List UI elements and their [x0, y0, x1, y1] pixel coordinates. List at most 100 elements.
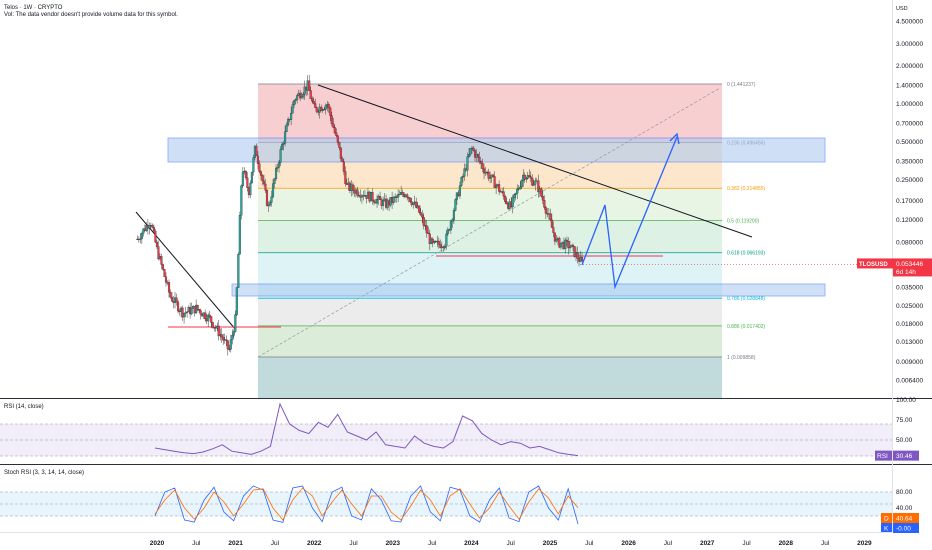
price-badge: [893, 258, 932, 277]
candle: [237, 254, 240, 288]
candle: [421, 214, 424, 218]
candle: [446, 229, 449, 235]
time-tick: Jul: [349, 540, 358, 547]
candle: [250, 171, 253, 184]
price-tick: 2.000000: [896, 63, 923, 70]
candle: [277, 162, 281, 168]
candle: [176, 301, 180, 312]
candle: [274, 167, 278, 179]
price-badge-countdown: 6d 14h: [896, 269, 916, 276]
candle: [489, 177, 492, 179]
candle: [157, 246, 160, 260]
candle: [311, 98, 314, 102]
support-zone: [231, 283, 826, 297]
fib-label: 0.618 (0.066193): [727, 251, 765, 257]
candle: [382, 200, 385, 206]
candle: [170, 296, 174, 302]
candle: [537, 180, 540, 193]
candle: [455, 192, 458, 200]
time-tick: 2026: [621, 540, 636, 547]
candle: [198, 309, 201, 311]
candle: [428, 233, 431, 244]
candle: [267, 204, 270, 206]
rsi-tick: 50.00: [896, 437, 913, 444]
price-tick: 0.250000: [896, 177, 923, 184]
candle: [330, 115, 333, 124]
candle: [517, 188, 520, 190]
candle: [276, 167, 279, 169]
price-tick: 0.350000: [896, 158, 923, 165]
candle: [320, 106, 323, 111]
candle: [235, 287, 238, 315]
fib-anchor-line: [257, 87, 721, 358]
fib-label: 0.382 (0.214855): [727, 186, 765, 192]
candle: [401, 192, 404, 195]
candle: [460, 177, 463, 186]
stoch-k-line: [154, 485, 579, 525]
rsi-title: RSI (14, close): [4, 404, 44, 410]
rsi-badge-value: 30.46: [896, 453, 913, 460]
candle: [466, 156, 469, 171]
resistance-zone: [167, 137, 826, 163]
candle: [262, 180, 266, 185]
stoch-d-line: [154, 487, 579, 521]
downtrend-line-2020: [135, 211, 237, 331]
candle: [204, 312, 207, 320]
candle: [148, 225, 151, 229]
fib-zone: [258, 220, 722, 253]
time-tick: Jul: [507, 540, 516, 547]
candle: [265, 190, 269, 206]
candle: [281, 144, 284, 150]
rsi-badge-label: RSI: [877, 453, 888, 460]
candle: [543, 200, 546, 208]
candle: [244, 170, 247, 178]
candle: [217, 325, 220, 337]
candle: [514, 192, 517, 195]
candle: [555, 239, 558, 242]
candle: [504, 196, 507, 202]
candle: [467, 154, 471, 157]
stoch-tick: 80.00: [896, 489, 913, 496]
candle: [196, 304, 199, 310]
stoch-title: Stoch RSI (3, 3, 14, 14, close): [4, 470, 85, 476]
candle: [261, 175, 264, 182]
candle: [375, 199, 379, 204]
candle: [163, 269, 166, 277]
candle: [532, 184, 535, 186]
candle: [167, 282, 171, 293]
candle: [341, 158, 344, 162]
candle: [282, 143, 285, 145]
price-tick: 0.035000: [896, 285, 923, 292]
candle: [431, 238, 434, 244]
candle: [525, 178, 528, 180]
candle: [225, 339, 228, 341]
currency-label: USD: [896, 6, 908, 12]
candle: [220, 334, 223, 338]
candle: [208, 314, 211, 317]
candle: [164, 276, 168, 283]
candle: [528, 175, 531, 177]
candle: [558, 237, 561, 248]
candle: [228, 348, 231, 351]
candle: [378, 196, 382, 200]
candle: [336, 135, 339, 143]
fib-label: 0.5 (0.119200): [727, 218, 759, 224]
candle: [333, 127, 336, 133]
candle: [270, 196, 273, 203]
candle: [327, 104, 330, 109]
downtrend-line-2022: [317, 84, 753, 238]
rsi-badge-bg: [893, 450, 919, 461]
candle: [443, 246, 446, 248]
candle: [564, 239, 567, 249]
fib-label: 0.786 (0.028848): [727, 296, 765, 302]
time-tick: 2021: [228, 540, 243, 547]
time-tick: 2029: [857, 540, 872, 547]
candle: [392, 197, 395, 203]
stoch-k-label: K: [884, 526, 889, 533]
candle: [458, 185, 461, 197]
candle: [541, 195, 544, 201]
candle: [302, 94, 305, 97]
candle: [259, 171, 263, 176]
candle: [469, 148, 472, 155]
